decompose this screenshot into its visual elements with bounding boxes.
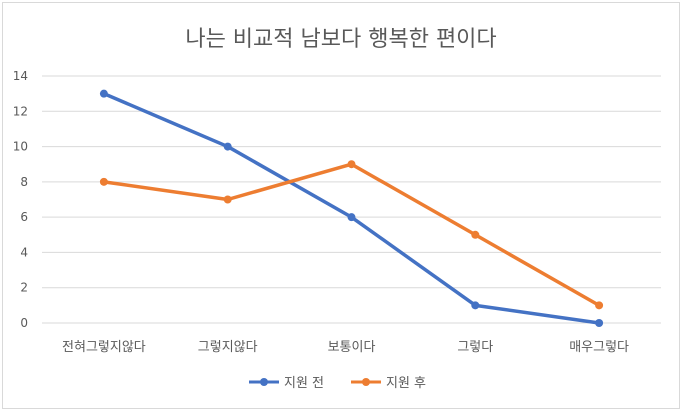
data-point-series-1-3 (471, 230, 480, 239)
x-axis-categories: 전혀그렇지않다 그렇지않다 보통이다 그렇다 매우그렇다 (62, 340, 629, 355)
legend-marker-series-0 (260, 378, 268, 386)
legend-label-series-0: 지원 전 (284, 376, 324, 391)
legend-label-series-1: 지원 후 (386, 376, 426, 391)
y-axis-ticks: 0 2 4 6 8 10 12 14 (13, 69, 28, 330)
y-tick-label-8: 8 (20, 175, 28, 189)
y-tick-label-6: 6 (20, 210, 28, 224)
chart-frame (2, 2, 680, 409)
data-point-series-0-4 (595, 319, 604, 327)
x-category-label-3: 그렇다 (457, 340, 493, 355)
chart-title: 나는 비교적 남보다 행복한 편이다 (185, 27, 496, 52)
data-point-series-0-0 (99, 89, 108, 98)
data-point-series-0-1 (223, 142, 232, 151)
x-category-label-4: 매우그렇다 (569, 340, 629, 355)
data-point-series-0-2 (347, 213, 356, 222)
x-category-label-1: 그렇지않다 (198, 340, 258, 355)
data-point-series-0-3 (471, 301, 480, 310)
data-point-series-1-1 (223, 195, 232, 204)
legend-marker-series-1 (362, 378, 370, 386)
legend: 지원 전 지원 후 (249, 376, 426, 391)
series-line-1 (102, 162, 601, 308)
gridlines (42, 75, 661, 324)
legend-item-series-1: 지원 후 (351, 376, 426, 391)
x-category-label-2: 보통이다 (328, 340, 376, 355)
data-point-series-1-0 (99, 177, 108, 186)
y-tick-label-10: 10 (13, 140, 28, 154)
data-point-series-1-4 (595, 301, 604, 310)
y-tick-label-2: 2 (20, 281, 28, 295)
legend-item-series-0: 지원 전 (249, 376, 324, 391)
y-tick-label-4: 4 (20, 245, 28, 259)
y-tick-label-0: 0 (20, 316, 28, 330)
data-point-series-1-2 (347, 160, 356, 169)
y-tick-label-12: 12 (13, 104, 28, 118)
y-tick-label-14: 14 (13, 69, 28, 83)
x-category-label-0: 전혀그렇지않다 (62, 340, 146, 355)
series-line-0 (102, 91, 601, 325)
series-lines (99, 89, 604, 327)
